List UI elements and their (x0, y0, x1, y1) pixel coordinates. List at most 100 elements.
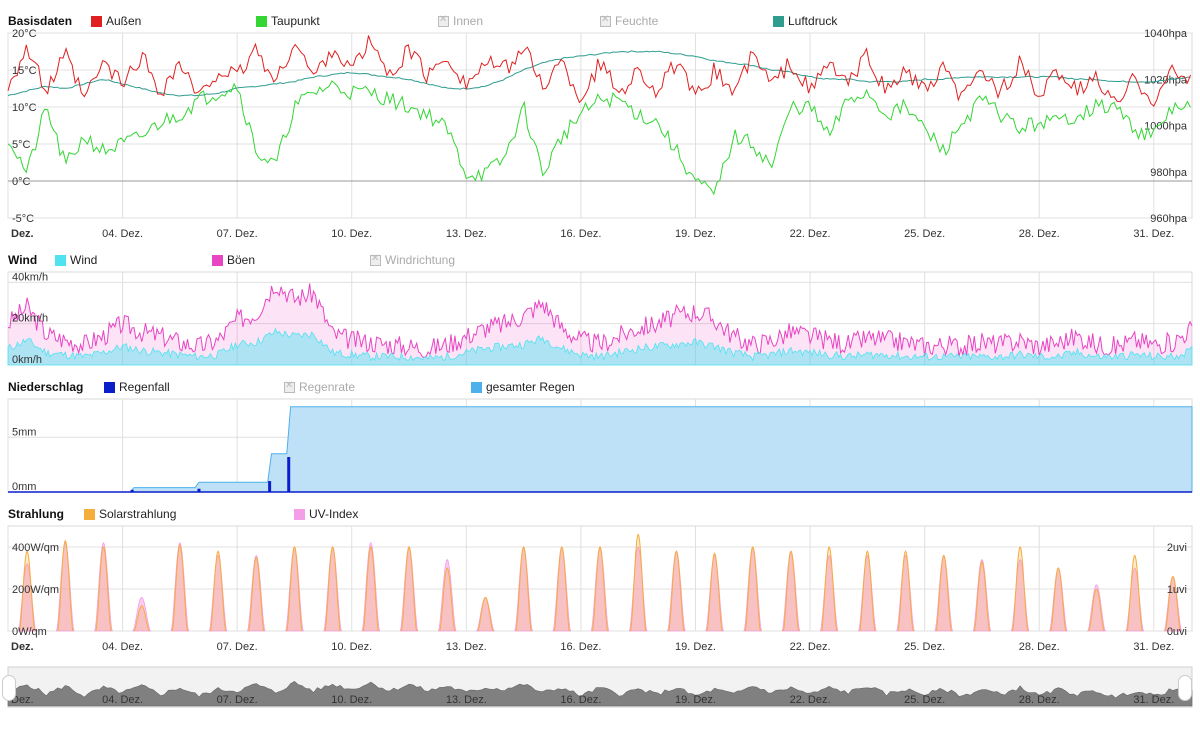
peak-uv-index (56, 542, 75, 632)
peak-solarstrahlung (400, 546, 418, 632)
peak-solarstrahlung (1012, 546, 1029, 632)
x-axis-label: 16. Dez. (560, 228, 601, 240)
navigator-axis-label: 19. Dez. (675, 694, 716, 706)
legend-item-luftdruck[interactable]: Luftdruck (773, 14, 837, 28)
legend-item-regenrate[interactable]: Regenrate (284, 380, 355, 394)
navigator-left-handle[interactable] (2, 675, 16, 701)
y-tick-label: 20°C (12, 28, 37, 40)
bar-regenfall (197, 488, 201, 492)
series-boeen (7, 283, 1193, 358)
peak-uv-index (705, 554, 724, 632)
navigator-axis-label: Dez. (11, 694, 34, 706)
legend-label: gesamter Regen (486, 380, 575, 394)
x-axis-label: Dez. (11, 228, 34, 240)
navigator-axis-label: 04. Dez. (102, 694, 143, 706)
peak-solarstrahlung (553, 545, 570, 632)
plot-area-basisdaten (7, 32, 1193, 219)
y-right-tick-label: 1000hpa (1144, 121, 1188, 133)
peak-solarstrahlung (782, 550, 800, 632)
x-axis-label: 31. Dez. (1133, 641, 1174, 653)
legend-item-uv-index[interactable]: UV-Index (294, 507, 358, 521)
legend-swatch (773, 15, 784, 27)
peak-uv-index (94, 542, 113, 632)
legend-label: Wind (70, 253, 98, 267)
y-right-tick-label: 1040hpa (1144, 28, 1188, 40)
disabled-box-icon (438, 14, 449, 27)
x-axis-label: 25. Dez. (904, 641, 945, 653)
legend-label: Feuchte (615, 14, 659, 28)
peak-solarstrahlung (706, 552, 723, 632)
y-tick-label: 0mm (12, 481, 36, 493)
series-gesamter-regen (8, 406, 1193, 493)
legend-label: Solarstrahlung (99, 507, 177, 521)
bar-regenfall (268, 481, 272, 492)
x-axis-label: 25. Dez. (904, 228, 945, 240)
legend-swatch (212, 254, 223, 266)
x-axis-label: 13. Dez. (446, 641, 487, 653)
navigator-axis-label: 13. Dez. (446, 694, 487, 706)
peak-uv-index (896, 554, 915, 632)
legend-basisdaten: Basisdaten Außen Taupunkt Innen Feuchte … (0, 14, 1200, 30)
legend-item-gesamter-regen[interactable]: gesamter Regen (471, 380, 575, 394)
navigator-right-handle[interactable] (1178, 675, 1192, 701)
disabled-box-icon (370, 253, 381, 266)
y-right-tick-label: 0uvi (1167, 626, 1187, 638)
x-axis-label: 22. Dez. (790, 228, 831, 240)
peak-solarstrahlung (897, 550, 914, 632)
x-axis-label: 28. Dez. (1019, 641, 1060, 653)
x-axis-label: 10. Dez. (331, 228, 372, 240)
x-axis-label: 07. Dez. (217, 641, 258, 653)
y-right-tick-label: 960hpa (1150, 213, 1188, 225)
navigator-series (7, 681, 1193, 707)
peak-solarstrahlung (1050, 567, 1067, 632)
panel-title-niederschlag: Niederschlag (8, 380, 84, 394)
y-tick-label: -5°C (12, 213, 34, 225)
legend-item-feuchte[interactable]: Feuchte (600, 14, 658, 28)
peak-solarstrahlung (133, 605, 150, 632)
legend-item-aussen[interactable]: Außen (91, 14, 141, 28)
peak-solarstrahlung (248, 556, 265, 632)
legend-label: Regenfall (119, 380, 170, 394)
legend-item-solarstrahlung[interactable]: Solarstrahlung (84, 507, 176, 521)
legend-niederschlag: Niederschlag Regenfall Regenrate gesamte… (0, 380, 1200, 396)
navigator-axis-label: 22. Dez. (790, 694, 831, 706)
navigator-axis-label: 10. Dez. (331, 694, 372, 706)
legend-item-wind[interactable]: Wind (55, 253, 97, 267)
legend-label: Regenrate (299, 380, 356, 394)
area-boeen (8, 283, 1192, 365)
peak-solarstrahlung (515, 545, 532, 632)
x-axis-label: 04. Dez. (102, 228, 143, 240)
legend-label: Windrichtung (385, 253, 456, 267)
disabled-box-icon (600, 14, 611, 27)
legend-item-innen[interactable]: Innen (438, 14, 483, 28)
peak-uv-index (208, 554, 228, 632)
navigator-axis-label: 07. Dez. (217, 694, 258, 706)
y-right-tick-label: 1uvi (1167, 584, 1187, 596)
peak-solarstrahlung (630, 533, 647, 632)
y-tick-label: 200W/qm (12, 584, 59, 596)
peak-solarstrahlung (439, 567, 456, 632)
panel-title-wind: Wind (8, 253, 38, 267)
peak-solarstrahlung (57, 539, 74, 632)
legend-item-taupunkt[interactable]: Taupunkt (256, 14, 320, 28)
peak-solarstrahlung (171, 543, 188, 632)
peak-solarstrahlung (859, 550, 876, 632)
peak-uv-index (819, 554, 839, 632)
x-axis-label: 31. Dez. (1133, 228, 1174, 240)
legend-item-boeen[interactable]: Böen (212, 253, 255, 267)
x-axis-label: 10. Dez. (331, 641, 372, 653)
y-tick-label: 20km/h (12, 313, 48, 325)
legend-item-windrichtung[interactable]: Windrichtung (370, 253, 455, 267)
y-right-tick-label: 2uvi (1167, 542, 1187, 554)
navigator-axis-label: 28. Dez. (1019, 694, 1060, 706)
peak-solarstrahlung (209, 550, 227, 632)
x-axis-label: 13. Dez. (446, 228, 487, 240)
series-wind (7, 327, 1193, 366)
legend-item-regenfall[interactable]: Regenfall (104, 380, 170, 394)
bar-regenfall (130, 489, 134, 492)
x-axis-label: Dez. (11, 641, 34, 653)
y-tick-label: 0km/h (12, 354, 42, 366)
legend-wind: Wind Wind Böen Windrichtung (0, 253, 1200, 269)
peak-solarstrahlung (591, 545, 609, 632)
peak-uv-index (858, 554, 877, 632)
